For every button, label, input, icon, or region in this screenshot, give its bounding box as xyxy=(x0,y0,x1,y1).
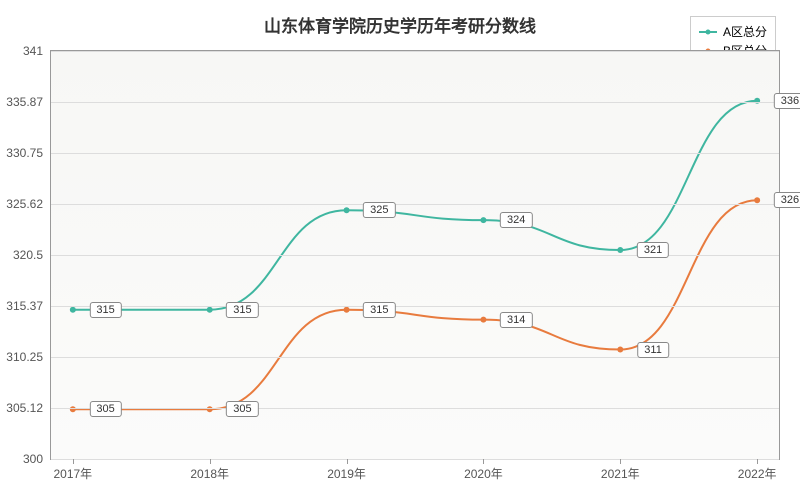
x-axis-label: 2022年 xyxy=(738,459,777,482)
data-point xyxy=(70,307,76,313)
data-point xyxy=(480,217,486,223)
data-label: 326 xyxy=(774,192,800,208)
gridline xyxy=(51,255,779,256)
y-axis-label: 341 xyxy=(23,44,51,58)
x-axis-label: 2017年 xyxy=(53,459,92,482)
data-label: 315 xyxy=(89,302,121,318)
legend-label-a: A区总分 xyxy=(723,23,767,40)
data-point xyxy=(344,307,350,313)
data-point xyxy=(207,307,213,313)
data-point xyxy=(480,317,486,323)
data-label: 315 xyxy=(363,302,395,318)
chart-title: 山东体育学院历史学历年考研分数线 xyxy=(264,12,536,37)
gridline xyxy=(51,306,779,307)
y-axis-label: 300 xyxy=(23,452,51,466)
legend-item-a: A区总分 xyxy=(699,23,767,40)
y-axis-label: 315.37 xyxy=(6,299,51,313)
data-label: 311 xyxy=(637,342,669,358)
legend-swatch-a xyxy=(699,31,717,33)
data-point xyxy=(617,347,623,353)
data-label: 321 xyxy=(637,242,669,258)
series-line xyxy=(73,200,757,409)
plot-area: 300305.12310.25315.37320.5325.62330.7533… xyxy=(50,50,780,460)
data-point xyxy=(617,247,623,253)
gridline xyxy=(51,204,779,205)
x-axis-label: 2018年 xyxy=(190,459,229,482)
y-axis-label: 325.62 xyxy=(6,197,51,211)
x-axis-label: 2020年 xyxy=(464,459,503,482)
gridline xyxy=(51,357,779,358)
chart-container: 山东体育学院历史学历年考研分数线 A区总分 B区总分 300305.12310.… xyxy=(0,0,800,500)
data-label: 305 xyxy=(89,401,121,417)
gridline xyxy=(51,51,779,52)
y-axis-label: 310.25 xyxy=(6,350,51,364)
data-label: 336 xyxy=(774,93,800,109)
data-label: 324 xyxy=(500,212,532,228)
y-axis-label: 335.87 xyxy=(6,95,51,109)
gridline xyxy=(51,408,779,409)
y-axis-label: 320.5 xyxy=(13,248,51,262)
x-axis-label: 2019年 xyxy=(327,459,366,482)
data-label: 305 xyxy=(226,401,258,417)
gridline xyxy=(51,102,779,103)
y-axis-label: 305.12 xyxy=(6,401,51,415)
data-label: 315 xyxy=(226,302,258,318)
x-axis-label: 2021年 xyxy=(601,459,640,482)
data-label: 325 xyxy=(363,202,395,218)
series-line xyxy=(73,101,757,310)
gridline xyxy=(51,459,779,460)
gridline xyxy=(51,153,779,154)
y-axis-label: 330.75 xyxy=(6,146,51,160)
data-point xyxy=(754,197,760,203)
data-point xyxy=(344,207,350,213)
data-label: 314 xyxy=(500,312,532,328)
